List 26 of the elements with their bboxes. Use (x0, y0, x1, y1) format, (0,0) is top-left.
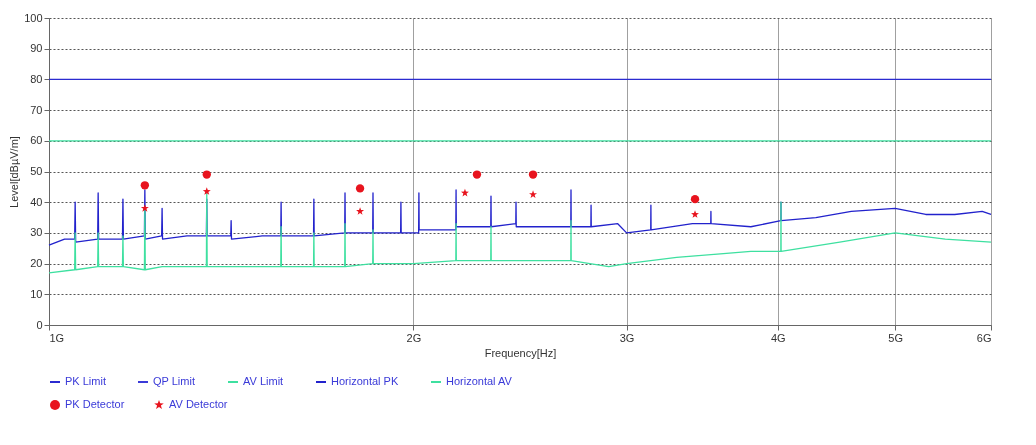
y-tick-label: 90 (30, 42, 43, 55)
x-tick-label: 2G (406, 331, 422, 344)
x-axis-title: Frequency[Hz] (484, 346, 557, 359)
legend-label: PK Detector (65, 398, 125, 410)
legend-label: AV Limit (243, 375, 284, 387)
y-tick-label: 60 (30, 134, 43, 147)
y-axis-title: Level[dBµV/m] (8, 136, 21, 208)
y-tick-label: 10 (30, 287, 43, 300)
x-tick-label: 5G (888, 331, 903, 344)
y-tick-label: 70 (30, 103, 43, 116)
legend-label: QP Limit (153, 375, 195, 387)
y-tick-label: 80 (30, 72, 43, 85)
legend-label: AV Detector (169, 398, 228, 410)
x-tick-label: 4G (770, 331, 786, 344)
y-tick-label: 50 (30, 165, 43, 177)
y-tick-label: 20 (30, 257, 43, 270)
y-tick-label: 40 (30, 195, 43, 208)
y-tick-label: 30 (30, 226, 43, 239)
x-tick-label: 6G (976, 331, 992, 344)
legend-label: Horizontal AV (446, 375, 513, 387)
x-tick-label: 1G (49, 331, 65, 344)
y-tick-label: 0 (36, 318, 43, 331)
legend-label: Horizontal PK (331, 375, 399, 387)
legend-label: PK Limit (65, 375, 106, 387)
y-tick-label: 100 (24, 11, 43, 24)
x-tick-label: 3G (619, 331, 635, 344)
